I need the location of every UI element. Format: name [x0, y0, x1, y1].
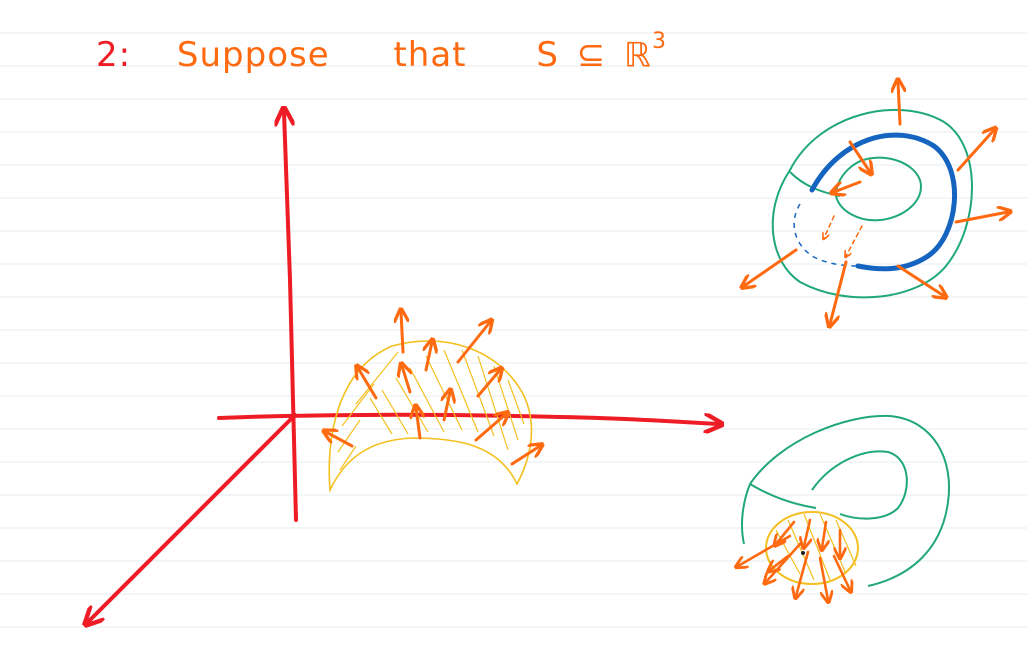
- normal-vector-arrow-icon: [476, 370, 500, 398]
- normal-vector-arrow-icon: [402, 366, 410, 394]
- normal-vector-arrow-icon: [510, 446, 540, 466]
- boundary-curve: [809, 132, 957, 272]
- normal-vector-arrow-icon: [848, 140, 870, 172]
- torus-normal-vectors: [744, 82, 1008, 324]
- cut-torus-outer: [749, 414, 950, 587]
- normal-vector-arrow-icon: [832, 554, 850, 590]
- exponent: 3: [651, 29, 667, 54]
- normal-vector-arrow-icon: [358, 368, 378, 400]
- normal-vector-arrow-icon: [846, 225, 863, 256]
- heading-text: 2: Suppose that S ⊆ ℝ3: [96, 20, 667, 76]
- normal-vector-arrow-icon: [896, 264, 944, 296]
- y-axis: [88, 413, 297, 622]
- normal-vector-arrow-icon: [426, 342, 432, 372]
- normal-vector-arrow-icon: [834, 180, 862, 192]
- cross-section-normal-vectors: [738, 518, 850, 600]
- normal-vector-arrow-icon: [401, 312, 403, 354]
- cut-torus-top-edge: [749, 483, 817, 509]
- normal-vector-arrow-icon: [954, 212, 1008, 224]
- problem-number: 2:: [96, 35, 132, 76]
- cross-section-center-dot: [801, 551, 805, 555]
- normal-vector-arrow-icon: [956, 130, 994, 172]
- patch-normal-vectors: [326, 312, 540, 466]
- normal-vector-arrow-icon: [824, 215, 835, 238]
- torus-inner: [834, 156, 922, 222]
- patch-hatching: [337, 349, 525, 471]
- normal-vector-arrow-icon: [326, 432, 354, 448]
- normal-vector-arrow-icon: [822, 520, 826, 548]
- normal-vector-arrow-icon: [898, 82, 900, 126]
- cut-torus-side: [741, 483, 751, 545]
- normal-vector-arrow-icon: [830, 260, 848, 324]
- normal-vector-arrow-icon: [770, 554, 790, 570]
- word-suppose: Suppose: [176, 35, 330, 76]
- normal-vector-arrow-icon: [804, 518, 810, 546]
- normal-vector-arrow-icon: [818, 556, 828, 600]
- normal-vector-arrow-icon: [796, 550, 810, 596]
- normal-vector-arrow-icon: [456, 322, 490, 364]
- normal-vector-arrow-icon: [416, 408, 420, 440]
- x-axis: [217, 412, 718, 424]
- torus-outer: [771, 109, 973, 299]
- normal-vector-arrow-icon: [744, 248, 798, 286]
- torus-icon: [771, 109, 973, 299]
- real-space-symbol: ℝ: [624, 35, 652, 76]
- cross-section-patch: [765, 511, 859, 585]
- subset-symbol: ⊆: [576, 35, 607, 76]
- surface-patch-icon: [328, 340, 533, 494]
- cross-section-hatching: [775, 513, 857, 581]
- word-that: that: [393, 35, 467, 76]
- normal-vector-arrow-icon: [776, 520, 796, 544]
- cut-torus-icon: [741, 414, 950, 587]
- normal-vector-arrow-icon: [766, 542, 802, 582]
- axes-3d-icon: [88, 112, 718, 622]
- z-axis: [284, 112, 298, 522]
- normal-vector-arrow-icon: [444, 392, 450, 422]
- cut-torus-inner: [811, 450, 908, 520]
- set-symbol: S: [536, 35, 559, 76]
- normal-vector-arrow-icon: [474, 414, 506, 442]
